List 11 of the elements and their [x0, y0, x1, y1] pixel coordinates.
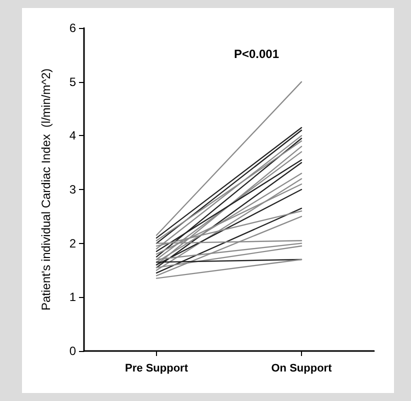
y-tick-label: 2	[69, 236, 76, 250]
y-tick-label: 4	[69, 128, 76, 143]
y-tick-label: 1	[69, 290, 76, 304]
x-tick-label: Pre Support	[125, 362, 188, 374]
x-tick-label: On Support	[271, 362, 332, 374]
y-tick-label: 5	[69, 74, 76, 89]
y-tick-label: 6	[69, 21, 76, 35]
annotation: P<0.001	[234, 47, 280, 61]
y-axis-title: Patient's individual Cardiac Index (l/min/m^2)	[39, 68, 53, 311]
y-tick-label: 0	[69, 344, 76, 358]
y-tick-label: 3	[69, 182, 76, 196]
